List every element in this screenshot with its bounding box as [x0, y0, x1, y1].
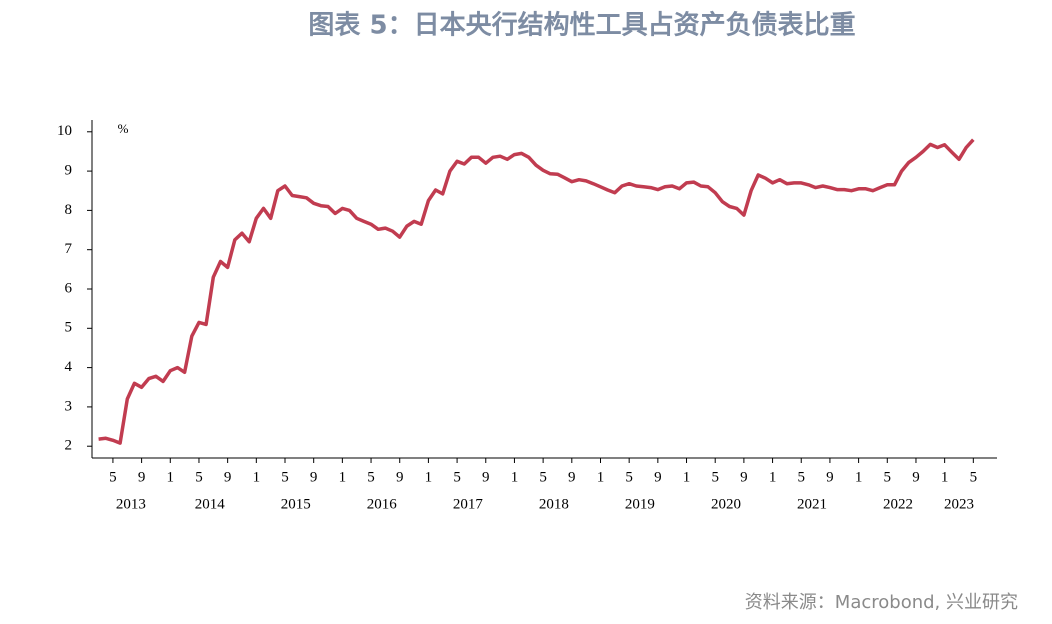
x-tick-label: 5 [797, 469, 805, 485]
data-line [98, 138, 975, 445]
x-tick-label: 5 [109, 469, 117, 485]
y-tick-label: 4 [65, 359, 73, 375]
x-tick-label: 9 [138, 469, 146, 485]
source-note: 资料来源：Macrobond, 兴业研究 [745, 592, 1018, 613]
x-tick-label: 9 [740, 469, 748, 485]
x-tick-label: 9 [568, 469, 576, 485]
y-tick-label: 9 [65, 163, 73, 179]
x-tick-label: 9 [310, 469, 318, 485]
x-tick-label: 1 [253, 469, 261, 485]
x-tick-label: 1 [597, 469, 605, 485]
x-tick-label: 5 [281, 469, 289, 485]
year-label: 2013 [116, 496, 146, 512]
x-tick-label: 1 [855, 469, 863, 485]
y-tick-label: 10 [57, 123, 72, 139]
x-tick-label: 1 [511, 469, 519, 485]
x-tick-label: 1 [941, 469, 949, 485]
year-label: 2022 [883, 496, 913, 512]
y-unit: % [118, 121, 129, 136]
x-tick-label: 9 [654, 469, 662, 485]
x-tick-label: 9 [826, 469, 834, 485]
x-tick-label: 9 [224, 469, 232, 485]
x-tick-label: 5 [195, 469, 203, 485]
x-tick-label: 5 [970, 469, 978, 485]
y-tick-label: 5 [65, 320, 73, 336]
y-tick-label: 7 [65, 241, 73, 257]
x-tick-label: 5 [711, 469, 719, 485]
year-label: 2015 [281, 496, 311, 512]
year-label: 2019 [625, 496, 655, 512]
x-tick-label: 1 [339, 469, 347, 485]
x-tick-label: 1 [167, 469, 175, 485]
x-tick-label: 9 [396, 469, 404, 485]
x-tick-label: 1 [425, 469, 433, 485]
y-tick-label: 6 [65, 280, 73, 296]
x-tick-label: 5 [539, 469, 547, 485]
y-tick-label: 3 [65, 398, 73, 414]
x-tick-label: 5 [625, 469, 633, 485]
x-tick-label: 9 [482, 469, 490, 485]
year-label: 2018 [539, 496, 569, 512]
y-tick-label: 2 [65, 438, 73, 454]
x-tick-label: 1 [769, 469, 777, 485]
x-tick-label: 9 [912, 469, 920, 485]
year-label: 2016 [367, 496, 398, 512]
y-tick-label: 8 [65, 202, 73, 218]
year-label: 2014 [195, 496, 226, 512]
x-tick-label: 5 [884, 469, 892, 485]
year-label: 2021 [797, 496, 827, 512]
year-label: 2023 [944, 496, 974, 512]
chart-title: 图表 5：日本央行结构性工具占资产负债表比重 [308, 10, 855, 41]
x-tick-label: 5 [453, 469, 461, 485]
year-label: 2017 [453, 496, 484, 512]
year-label: 2020 [711, 496, 741, 512]
x-tick-label: 1 [683, 469, 691, 485]
x-tick-label: 5 [367, 469, 375, 485]
